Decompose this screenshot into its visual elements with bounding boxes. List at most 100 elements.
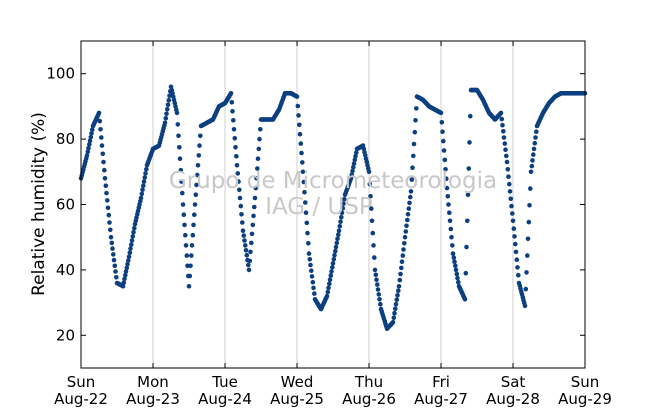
data-point [366,169,372,175]
data-point [254,176,259,181]
data-point [405,212,411,217]
data-point [372,255,377,260]
data-point [165,107,170,112]
data-point [525,253,530,258]
data-point [234,163,240,168]
data-point [177,156,183,161]
data-point [327,281,332,287]
data-point [129,242,134,247]
data-point [398,271,403,277]
data-point [449,234,454,240]
data-point [111,257,117,263]
data-point [297,131,303,137]
data-point [403,229,409,234]
data-point [353,154,358,159]
data-point [104,190,109,196]
data-point [294,94,300,99]
data-point [404,223,409,229]
data-point [510,218,516,224]
data-point [105,198,110,203]
data-point [370,230,376,236]
data-point [464,244,469,250]
data-point [443,167,448,172]
data-point [310,279,316,285]
data-point [337,223,343,229]
data-point [333,244,339,250]
data-point [303,210,309,215]
data-point [254,166,260,171]
data-point [184,253,190,258]
data-point [402,234,408,240]
data-point [164,111,169,117]
data-point [326,285,331,291]
data-point [198,133,203,139]
data-point [375,282,380,287]
data-point [439,120,445,125]
data-point [406,206,412,211]
data-point [98,127,103,132]
data-point [86,145,91,151]
data-point [197,143,202,148]
data-point [339,210,345,215]
data-point [339,214,344,220]
data-point [191,222,196,228]
data-point [407,200,412,206]
data-point [143,171,148,176]
data-point [499,116,505,122]
data-point [352,157,358,163]
x-tick-weekday: Wed [281,373,314,391]
data-point [130,234,136,239]
watermark-line-1: Grupo de Micrometeorologia [169,168,497,194]
x-tick-date: Aug-22 [54,390,108,408]
data-point [336,232,341,237]
data-point [113,269,118,274]
data-point [255,156,261,161]
data-point [530,158,535,163]
data-point [367,181,373,187]
data-point [350,168,355,174]
x-tick-date: Aug-29 [558,390,612,408]
data-point [455,275,460,281]
data-point [239,212,244,217]
data-point [122,276,127,282]
data-point [236,179,241,184]
data-point [234,154,239,159]
data-point [441,148,447,153]
data-point [309,268,314,274]
data-point [448,226,454,232]
data-point [177,145,182,150]
data-point [247,258,253,264]
data-point [304,220,310,226]
data-point [196,153,202,158]
data-point [87,142,92,147]
data-point [349,172,355,177]
data-point [85,149,91,155]
data-point [252,204,257,210]
data-point [112,263,118,269]
data-point [524,270,529,275]
data-point [334,240,340,246]
data-point [324,293,330,299]
data-point [105,205,111,211]
data-point [514,257,520,263]
data-point [102,176,108,181]
data-point [410,165,415,170]
data-point [132,225,137,231]
data-point [414,106,419,111]
data-point [394,297,400,303]
data-point [348,176,354,181]
data-point [452,259,457,265]
data-point [409,177,415,182]
data-point [445,194,451,199]
data-point [325,289,331,295]
data-point [127,250,133,255]
data-point [183,232,188,238]
data-point [529,163,535,169]
data-point [509,203,514,209]
data-point [230,109,235,114]
data-point [375,287,381,292]
data-point [139,191,145,197]
data-point [178,167,184,173]
data-point [240,220,245,225]
data-point [121,280,127,285]
